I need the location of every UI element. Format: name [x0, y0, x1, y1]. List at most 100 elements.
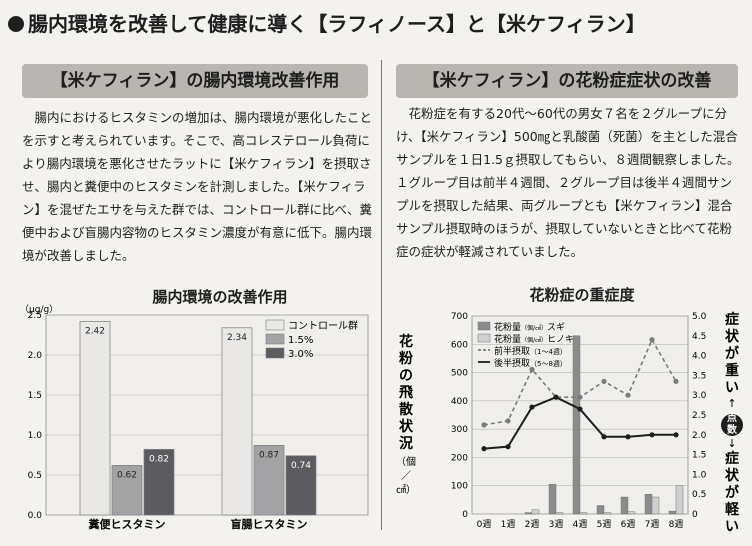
legend-label: 花粉量（個/㎠）スギ [494, 321, 565, 333]
pollen-bar [603, 512, 612, 515]
y-right-label-char: 症 [725, 450, 739, 467]
bar-chart-title: 腸内環境の改善作用 [152, 288, 288, 306]
y-right-label-char: が [725, 345, 740, 362]
y-right-tick-label: 3.0 [692, 391, 707, 401]
bar [143, 449, 175, 516]
legend-swatch [265, 319, 285, 331]
left-section-title: 【米ケフィラン】の腸内環境改善作用 [22, 64, 368, 98]
y-left-tick-label: 200 [451, 453, 468, 463]
legend-swatch [477, 333, 491, 343]
pollen-severity-chart: 0 100 200 300 400 500 600 700 0 0.5 1.0 1.5 2.0 2.5 3.… [396, 311, 743, 535]
x-tick-label: 8週 [669, 519, 684, 530]
y-right-label-char: 状 [725, 467, 740, 484]
headline: 腸内環境を改善して健康に導く【ラフィノース】と【米ケフィラン】 [8, 6, 748, 42]
y-left-label-char: の [399, 368, 413, 384]
y-left-label-char: 粉 [399, 350, 413, 367]
left-body-text: 腸内におけるヒスタミンの増加は、腸内環境が悪化したことを示すと考えられています。… [22, 110, 373, 263]
x-tick-label: 5週 [597, 519, 612, 530]
pollen-bar [668, 510, 677, 515]
y-right-tick-label: 0.5 [692, 490, 706, 500]
x-category-label: 糞便ヒスタミン [88, 517, 166, 531]
x-tick-label: 4週 [573, 519, 588, 530]
y-right-mid-char: 点 [727, 411, 737, 424]
pollen-bar [579, 512, 588, 515]
bar [111, 465, 143, 516]
x-tick-label: 3週 [549, 519, 564, 530]
right-body-text: 花粉症を有する20代～60代の男女７名を２グループに分け、【米ケフィラン】500… [396, 106, 740, 259]
y-right-mid-char: 数 [727, 423, 738, 436]
score-badge [721, 414, 743, 436]
y-left-tick-label: 700 [451, 312, 468, 322]
y-right-tick-label: 3.5 [692, 371, 706, 381]
y-left-tick-label: 100 [451, 482, 468, 492]
pollen-bar [675, 485, 684, 515]
pollen-bar [524, 512, 533, 515]
legend-label: 前半摂取（1～4週） [494, 345, 567, 357]
pollen-bar [548, 484, 557, 515]
y-left-label-char: 飛 [398, 385, 413, 401]
arrow-up-icon: ↑ [727, 397, 736, 410]
y-right-tick-label: 4.0 [692, 352, 707, 362]
score-point [529, 366, 535, 373]
pollen-bar [555, 512, 564, 515]
x-tick-label: 1週 [501, 519, 516, 530]
bullet-icon [8, 16, 24, 32]
y-left-tick-label: 400 [451, 397, 468, 407]
legend-swatch [265, 347, 285, 359]
score-point [649, 337, 655, 343]
y-left-tick-label: 300 [451, 425, 468, 435]
score-point [601, 378, 607, 384]
y-left-tick-label: 0 [462, 510, 468, 520]
bar-value-label: 2.42 [85, 326, 105, 336]
bar [253, 445, 285, 516]
y-right-tick-label: 4.5 [692, 332, 706, 342]
legend-label: コントロール群 [288, 319, 358, 332]
y-axis-unit: （μg/g） [20, 304, 58, 315]
score-point [577, 394, 583, 400]
y-right-tick-label: 2.5 [692, 411, 706, 421]
score-point [529, 404, 535, 410]
score-point [481, 422, 487, 428]
y-left-unit: ㎠） [396, 484, 416, 496]
legend-swatch [477, 321, 491, 331]
y-right-label-char: 状 [725, 328, 740, 345]
score-point [673, 432, 679, 438]
y-left-label-char: 散 [399, 401, 414, 418]
y-left-unit: （個 [396, 455, 416, 468]
score-point [649, 432, 655, 438]
y-tick-label: 1.5 [28, 391, 42, 401]
score-point [577, 406, 583, 412]
score-point [625, 392, 631, 398]
x-tick-label: 6週 [621, 519, 636, 530]
bar-value-label: 0.82 [149, 454, 169, 464]
y-right-label-char: が [725, 484, 740, 501]
y-tick-label: 2.5 [28, 311, 42, 321]
pollen-bar [596, 505, 605, 515]
headline-text: 腸内環境を改善して健康に導く【ラフィノース】と【米ケフィラン】 [28, 12, 646, 36]
y-right-label-char: 軽 [725, 501, 740, 518]
y-right-tick-label: 2.0 [692, 431, 707, 441]
x-tick-label: 0週 [477, 519, 492, 530]
legend-label: 後半摂取（5～8週） [494, 357, 567, 369]
x-tick-label: 2週 [525, 519, 540, 530]
y-right-tick-label: 1.0 [692, 470, 707, 480]
legend-swatch [265, 333, 285, 345]
legend-label: 花粉量（個/㎠）ヒノキ [494, 333, 574, 345]
y-left-unit: ／ [401, 470, 411, 482]
y-tick-label: 2.0 [28, 351, 43, 361]
y-tick-label: 1.0 [28, 431, 43, 441]
pollen-bar [651, 496, 660, 515]
y-right-label-char: い [725, 380, 739, 396]
pollen-chart-title: 花粉症の重症度 [529, 286, 635, 304]
y-right-tick-label: 5.0 [692, 312, 707, 322]
y-tick-label: 0.5 [28, 471, 42, 481]
score-point [625, 434, 631, 440]
right-section-title: 【米ケフィラン】の花粉症症状の改善 [396, 64, 738, 98]
y-tick-label: 0.0 [28, 511, 43, 521]
score-point [481, 446, 487, 452]
legend-label: 3.0% [288, 349, 313, 360]
score-point [505, 444, 511, 450]
y-right-label-char: 重 [725, 362, 739, 379]
y-left-tick-label: 600 [451, 340, 468, 350]
pollen-bar [644, 493, 653, 515]
